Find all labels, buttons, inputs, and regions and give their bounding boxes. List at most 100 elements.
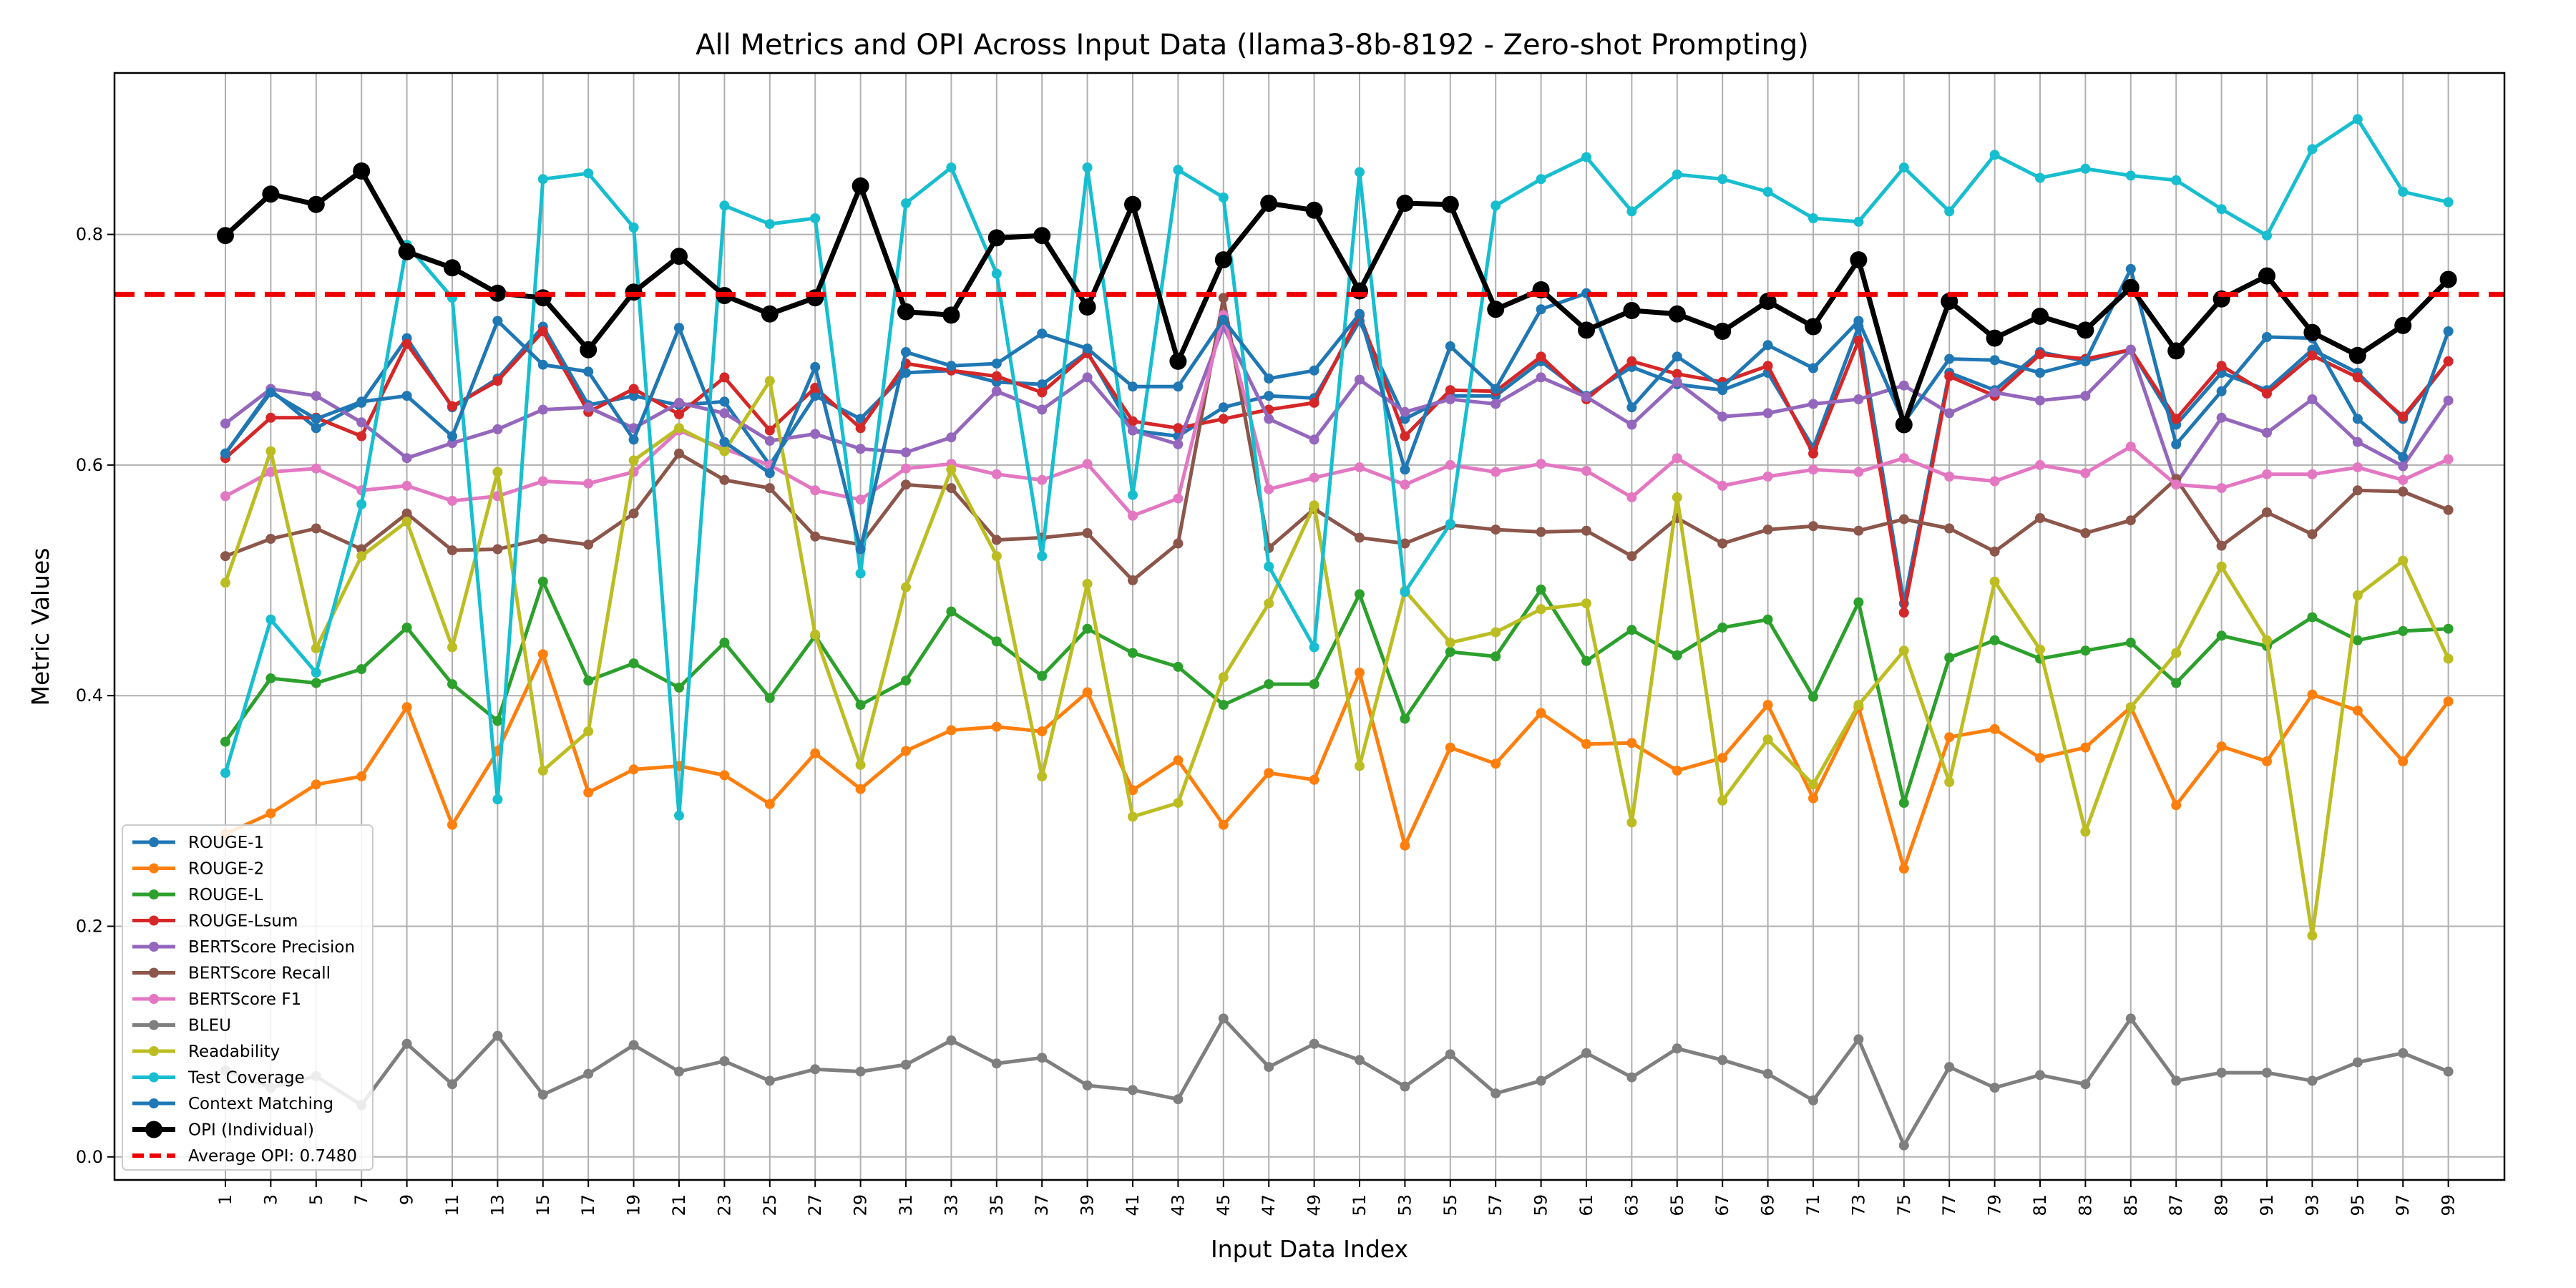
x-tick-label: 65: [1667, 1194, 1687, 1216]
x-tick-label: 29: [851, 1194, 871, 1216]
data-point: [265, 534, 276, 544]
data-point: [2216, 630, 2227, 641]
data-point: [580, 341, 597, 358]
data-point: [1714, 323, 1732, 340]
data-point: [1128, 648, 1138, 658]
grid: [114, 73, 2504, 1180]
data-point: [583, 1068, 594, 1079]
data-point: [991, 371, 1002, 381]
series-opi-individual-: [217, 162, 2457, 434]
x-tick-label: 35: [987, 1194, 1007, 1216]
data-point: [401, 480, 412, 491]
data-point: [1128, 381, 1138, 392]
data-point: [1173, 755, 1184, 766]
x-tick-label: 7: [351, 1194, 371, 1205]
x-tick-label: 19: [624, 1194, 644, 1216]
data-point: [1037, 1053, 1048, 1063]
data-point: [1853, 1034, 1864, 1045]
data-point: [1400, 406, 1410, 417]
data-point: [401, 338, 412, 349]
data-point: [265, 614, 276, 625]
data-point: [2398, 625, 2409, 636]
data-point: [1989, 476, 2000, 487]
data-point: [2352, 635, 2363, 645]
data-point: [2171, 678, 2182, 688]
data-point: [1491, 758, 1501, 769]
data-point: [901, 198, 911, 209]
data-point: [1536, 304, 1546, 315]
data-point: [1173, 1094, 1184, 1105]
data-point: [1445, 519, 1455, 530]
data-point: [1355, 1055, 1365, 1065]
data-point: [220, 577, 230, 588]
data-point: [1309, 1038, 1319, 1049]
data-point: [2125, 441, 2136, 452]
data-point: [1853, 467, 1864, 477]
data-point: [810, 382, 821, 393]
data-point: [1717, 623, 1728, 633]
data-point: [901, 675, 911, 686]
data-point: [1309, 679, 1319, 690]
data-point: [447, 545, 457, 556]
data-point: [1626, 419, 1637, 430]
data-point: [1173, 538, 1184, 549]
data-point: [2443, 696, 2454, 707]
data-point: [1672, 369, 1682, 379]
data-point: [1808, 448, 1818, 459]
data-point: [2035, 172, 2045, 183]
y-tick-label: 0.4: [76, 686, 103, 706]
data-point: [901, 582, 911, 592]
data-point: [2398, 411, 2409, 422]
data-point: [401, 702, 412, 713]
data-point: [2307, 350, 2318, 361]
data-point: [1400, 464, 1410, 475]
legend-marker: [145, 1121, 162, 1138]
x-tick-label: 75: [1894, 1194, 1914, 1216]
data-point: [2443, 326, 2454, 336]
series-line: [225, 296, 2449, 582]
data-point: [855, 1066, 866, 1077]
data-point: [2080, 742, 2091, 753]
data-point: [1808, 1095, 1818, 1106]
x-tick-label: 99: [2439, 1194, 2459, 1216]
data-point: [1762, 734, 1773, 745]
data-point: [1626, 492, 1637, 502]
data-point: [2398, 461, 2409, 472]
data-point: [1944, 206, 1955, 217]
data-point: [1355, 308, 1365, 319]
data-point: [537, 1089, 548, 1100]
data-point: [583, 168, 594, 179]
data-point: [1717, 174, 1728, 185]
data-point: [2125, 170, 2136, 181]
data-point: [1218, 1013, 1229, 1024]
x-tick-label: 77: [1939, 1194, 1959, 1216]
data-point: [1441, 195, 1459, 213]
data-point: [220, 551, 230, 562]
series-bleu: [220, 1013, 2454, 1151]
x-axis-label: Input Data Index: [1211, 1235, 1408, 1263]
legend-label: BERTScore Precision: [188, 938, 355, 957]
data-point: [1445, 341, 1455, 351]
data-point: [901, 447, 911, 458]
data-point: [1941, 293, 1958, 311]
data-point: [2262, 230, 2272, 241]
data-point: [492, 467, 503, 477]
data-point: [1037, 387, 1048, 398]
data-point: [2035, 513, 2045, 523]
x-tick-label: 95: [2348, 1194, 2368, 1216]
x-tick-label: 53: [1395, 1194, 1415, 1216]
data-point: [1762, 614, 1773, 625]
legend-marker: [149, 1098, 159, 1108]
data-point: [2307, 1075, 2318, 1086]
data-point: [447, 819, 457, 830]
data-point: [1491, 1088, 1501, 1099]
data-point: [2262, 332, 2272, 342]
data-point: [1491, 467, 1501, 477]
data-point: [2125, 515, 2136, 526]
data-point: [719, 638, 730, 648]
data-point: [946, 483, 957, 494]
data-point: [2080, 645, 2091, 656]
data-point: [764, 1075, 775, 1086]
data-point: [2125, 263, 2136, 274]
data-point: [1808, 363, 1818, 374]
